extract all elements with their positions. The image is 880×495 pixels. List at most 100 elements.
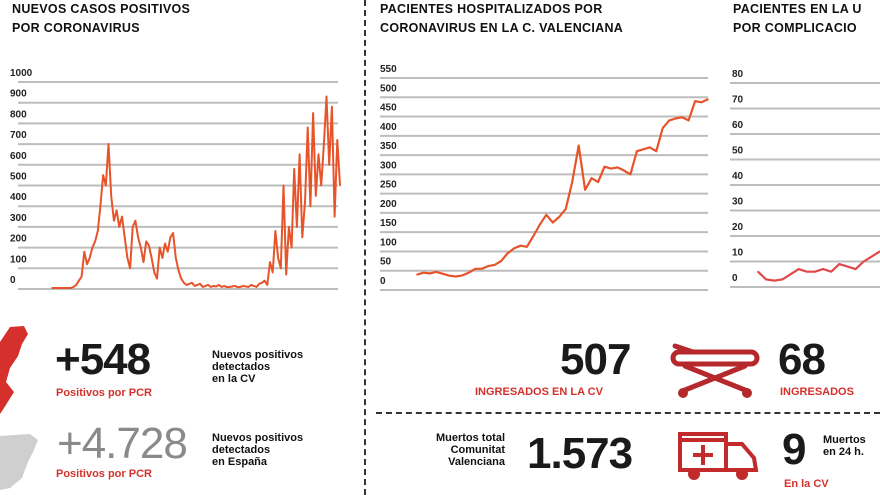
data-point xyxy=(314,195,317,197)
data-point xyxy=(789,273,792,276)
data-point xyxy=(67,287,69,289)
data-point xyxy=(70,287,72,289)
y-tick-label: 80 xyxy=(732,69,744,80)
stretcher-icon xyxy=(670,343,760,398)
data-point xyxy=(323,143,325,145)
data-point xyxy=(123,236,126,239)
data-point xyxy=(687,119,690,122)
data-point xyxy=(336,139,339,141)
data-point xyxy=(131,226,134,228)
data-point xyxy=(298,153,301,156)
data-point xyxy=(765,278,767,281)
data-point xyxy=(239,286,242,288)
desc-line: Valenciana xyxy=(448,456,505,468)
y-tick-label: 550 xyxy=(380,64,397,75)
data-point xyxy=(121,215,123,218)
data-point xyxy=(500,260,502,262)
data-point xyxy=(616,166,619,169)
data-point xyxy=(325,95,328,98)
data-point xyxy=(455,275,457,278)
data-point xyxy=(234,285,236,287)
data-point xyxy=(236,286,239,289)
data-point xyxy=(242,285,244,287)
data-point xyxy=(161,257,164,259)
y-tick-label: 150 xyxy=(380,218,397,229)
data-point xyxy=(212,285,215,287)
data-point xyxy=(78,279,80,282)
data-point xyxy=(129,267,131,270)
data-point xyxy=(253,285,255,287)
data-point xyxy=(59,287,61,289)
data-point xyxy=(279,267,282,270)
y-tick-label: 30 xyxy=(732,197,744,208)
data-point xyxy=(564,208,567,210)
data-point xyxy=(301,236,304,239)
es-positivos-value: +4.728 xyxy=(57,419,188,468)
data-point xyxy=(293,168,296,170)
data-point xyxy=(545,214,548,216)
data-point xyxy=(207,284,209,286)
data-point xyxy=(148,244,150,247)
data-point xyxy=(655,150,658,153)
data-point xyxy=(255,286,258,288)
data-point xyxy=(169,236,172,239)
data-point xyxy=(649,146,651,149)
data-point xyxy=(339,184,341,187)
data-point xyxy=(513,247,515,250)
desc-line: Comunitat xyxy=(450,444,505,456)
data-point xyxy=(140,246,142,249)
data-point xyxy=(822,268,824,270)
data-point xyxy=(333,215,336,218)
data-point xyxy=(83,250,86,253)
data-point xyxy=(285,273,287,276)
data-point xyxy=(448,274,451,277)
chart1-title: NUEVOS CASOS POSITIVOS POR CORONAVIRUS xyxy=(12,0,190,38)
series-line-3 xyxy=(757,250,880,282)
data-point xyxy=(806,270,808,273)
data-point xyxy=(674,117,677,120)
data-point xyxy=(846,265,849,268)
muertos-24h-value: 9 xyxy=(782,425,807,474)
y-tick-label: 40 xyxy=(732,171,744,182)
y-tick-label: 300 xyxy=(380,160,397,171)
chart2-title-line2: CORONAVIRUS EN LA C. VALENCIANA xyxy=(380,21,624,35)
data-point xyxy=(134,219,137,222)
y-tick-label: 500 xyxy=(10,172,27,183)
data-point xyxy=(304,201,306,203)
muertos-total-desc: Muertos total Comunitat Valenciana xyxy=(385,432,505,468)
ingresados-cv-label: INGRESADOS EN LA CV xyxy=(475,386,603,398)
y-tick-label: 350 xyxy=(380,141,397,152)
data-point xyxy=(539,223,541,226)
ingresados-uci-label: INGRESADOS xyxy=(780,386,854,398)
y-tick-label: 800 xyxy=(10,109,27,120)
data-point xyxy=(274,230,277,232)
data-point xyxy=(854,268,857,270)
desc-line: Muertos total xyxy=(435,432,505,444)
data-point xyxy=(597,181,599,183)
data-point xyxy=(196,284,199,286)
data-point xyxy=(244,285,247,288)
data-point xyxy=(183,281,185,284)
data-point xyxy=(317,153,320,156)
data-point xyxy=(188,283,191,285)
vertical-divider xyxy=(364,0,366,495)
data-point xyxy=(61,287,64,289)
data-point xyxy=(590,177,593,180)
data-point xyxy=(247,286,250,288)
data-point xyxy=(220,286,223,288)
chart2-title-line1: PACIENTES HOSPITALIZADOS POR xyxy=(380,2,603,16)
data-point xyxy=(201,286,204,288)
desc-line: en la CV xyxy=(212,373,256,385)
data-point xyxy=(320,184,322,187)
desc-line: Nuevos positivos xyxy=(212,432,304,444)
y-tick-label: 50 xyxy=(380,257,392,268)
desc-line: en 24 h. xyxy=(823,446,864,458)
data-point xyxy=(830,270,832,273)
data-point xyxy=(269,261,271,263)
data-point xyxy=(102,174,104,176)
data-point xyxy=(467,271,470,274)
y-tick-label: 100 xyxy=(10,254,27,265)
y-tick-label: 400 xyxy=(10,192,27,203)
y-tick-label: 250 xyxy=(380,180,397,191)
data-point xyxy=(526,246,528,248)
